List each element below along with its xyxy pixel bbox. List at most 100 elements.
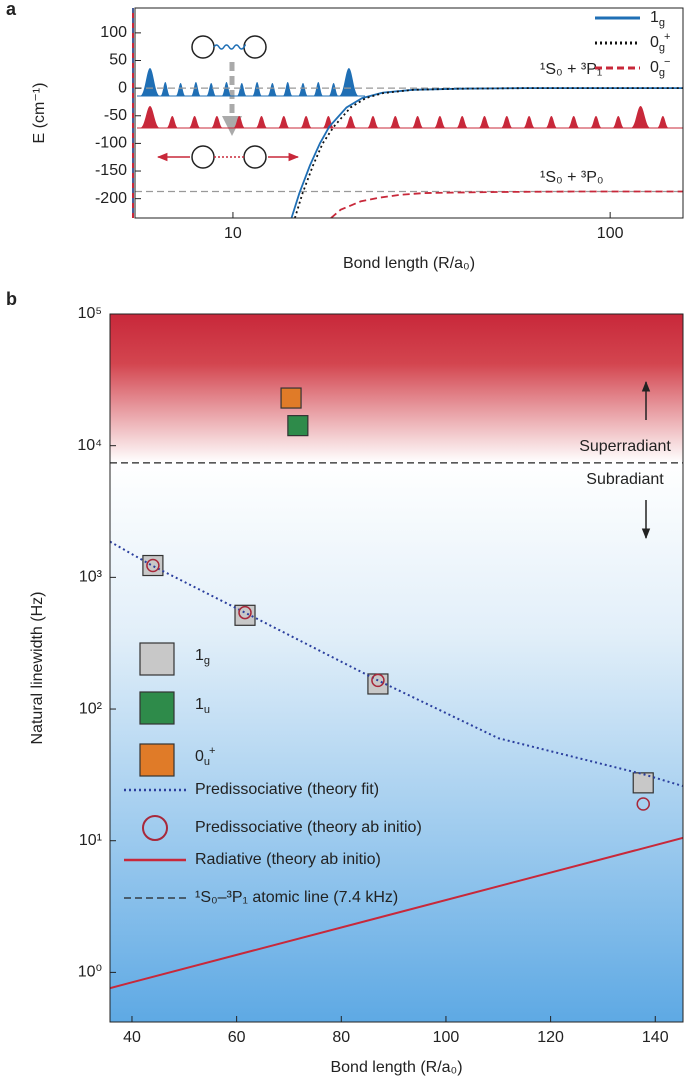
atom-icon [191, 35, 215, 59]
wavefunction [221, 82, 232, 96]
y-tick-label: 50 [109, 52, 127, 69]
wavefunction [523, 116, 536, 128]
y-tick-label: 100 [100, 24, 127, 41]
legend-symbol [139, 691, 175, 725]
wavefunction [344, 116, 357, 128]
wavefunction [500, 116, 513, 128]
wavefunction [267, 83, 278, 96]
wavefunction [255, 116, 268, 128]
annotation: Superradiant [579, 438, 671, 455]
wavefunction [298, 83, 308, 96]
x-tick-label: 10 [224, 225, 242, 242]
plot-area [135, 87, 683, 218]
y-tick-label: -50 [104, 107, 127, 124]
wavefunction [190, 82, 201, 96]
y-tick-label: 10⁴ [77, 437, 102, 454]
panel-label: a [6, 0, 17, 19]
legend-label: Radiative (theory ab initio) [195, 851, 381, 868]
wavefunction [206, 83, 217, 96]
wavefunction [567, 116, 580, 128]
y-tick-label: 10³ [79, 569, 103, 586]
y-tick-label: -100 [95, 135, 127, 152]
x-tick-label: 100 [597, 225, 624, 242]
wavefunction [590, 116, 602, 128]
annotation: Subradiant [586, 471, 664, 488]
wavefunction [140, 68, 160, 96]
wavefunction [277, 116, 290, 128]
wavefunction [389, 116, 402, 128]
legend-symbol [142, 815, 168, 841]
data-line [330, 190, 683, 218]
wavefunction [656, 116, 669, 128]
legend-symbol [139, 743, 175, 777]
wavefunction [188, 116, 201, 128]
plot-frame [134, 7, 684, 219]
data-circle [146, 558, 160, 573]
legend-label: 0g− [650, 56, 670, 79]
legend-label: Predissociative (theory ab initio) [195, 819, 422, 836]
y-tick-label: 10⁰ [78, 964, 102, 981]
x-tick-label: 120 [537, 1029, 564, 1046]
legend-label: 1u [195, 696, 210, 716]
y-tick-label: -150 [95, 162, 127, 179]
wavefunction [282, 82, 293, 96]
panel-label: b [6, 289, 17, 309]
plot-area [110, 387, 683, 990]
y-axis-label: E (cm⁻¹) [31, 83, 48, 144]
wavefunction [166, 116, 179, 128]
wavefunction [367, 116, 379, 128]
annotation: ¹S₀ + ³P₁ [540, 61, 602, 78]
y-tick-label: 10² [79, 700, 103, 717]
plot-background [110, 314, 683, 1022]
y-tick-label: 0 [118, 79, 127, 96]
wavefunction [175, 83, 186, 96]
data-line [294, 87, 683, 218]
wavefunction [545, 116, 558, 128]
legend-label: 0u+ [195, 745, 215, 768]
decoration [132, 8, 683, 540]
atom-icon [243, 145, 267, 169]
x-tick-label: 40 [123, 1029, 141, 1046]
atom-icon [191, 145, 215, 169]
data-circle [371, 673, 385, 688]
data-square [287, 415, 309, 437]
data-square [367, 673, 389, 695]
data-square [142, 554, 164, 577]
data-line [290, 87, 683, 218]
data-line [110, 836, 683, 990]
wavefunction [160, 82, 171, 96]
data-square [280, 387, 302, 409]
wavefunction [433, 116, 446, 128]
x-tick-label: 140 [642, 1029, 669, 1046]
plot-b: b 40 60 80 100 120 140 10⁰ 10¹ 10² 10³ 10⁴ 10⁵ Bond l… [6, 289, 684, 1076]
wavefunction [140, 106, 160, 128]
legend-label: 0g+ [650, 31, 670, 54]
data-circle [636, 797, 650, 811]
wavefunction [478, 116, 491, 128]
data-line [110, 540, 683, 788]
wavefunction [236, 83, 247, 96]
x-tick-label: 100 [433, 1029, 460, 1046]
legend-label: 1g [650, 9, 665, 29]
legend-label: 1g [195, 647, 210, 667]
data-square [632, 772, 654, 794]
plot-a: a 10 100 -200 -150 -100 -50 0 50 100 Bond length (… [6, 0, 684, 272]
bond-icon [213, 44, 246, 50]
legend-label: ¹S₀–³P₁ atomic line (7.4 kHz) [195, 889, 398, 906]
x-axis-label: Bond length (R/a₀) [343, 255, 475, 272]
wavefunction [313, 82, 324, 96]
legend-symbol [139, 642, 175, 676]
wavefunction [233, 116, 246, 128]
atom-icon [243, 35, 267, 59]
x-tick-label: 60 [228, 1029, 246, 1046]
wavefunction [252, 82, 263, 96]
wavefunction [411, 116, 424, 128]
wavefunction [300, 116, 313, 128]
x-axis-label: Bond length (R/a₀) [330, 1059, 462, 1076]
legend-label: Predissociative (theory fit) [195, 781, 379, 798]
y-axis-label: Natural linewidth (Hz) [29, 592, 46, 745]
wavefunction [328, 83, 339, 96]
wavefunction [210, 116, 223, 128]
data-circle [238, 605, 252, 620]
